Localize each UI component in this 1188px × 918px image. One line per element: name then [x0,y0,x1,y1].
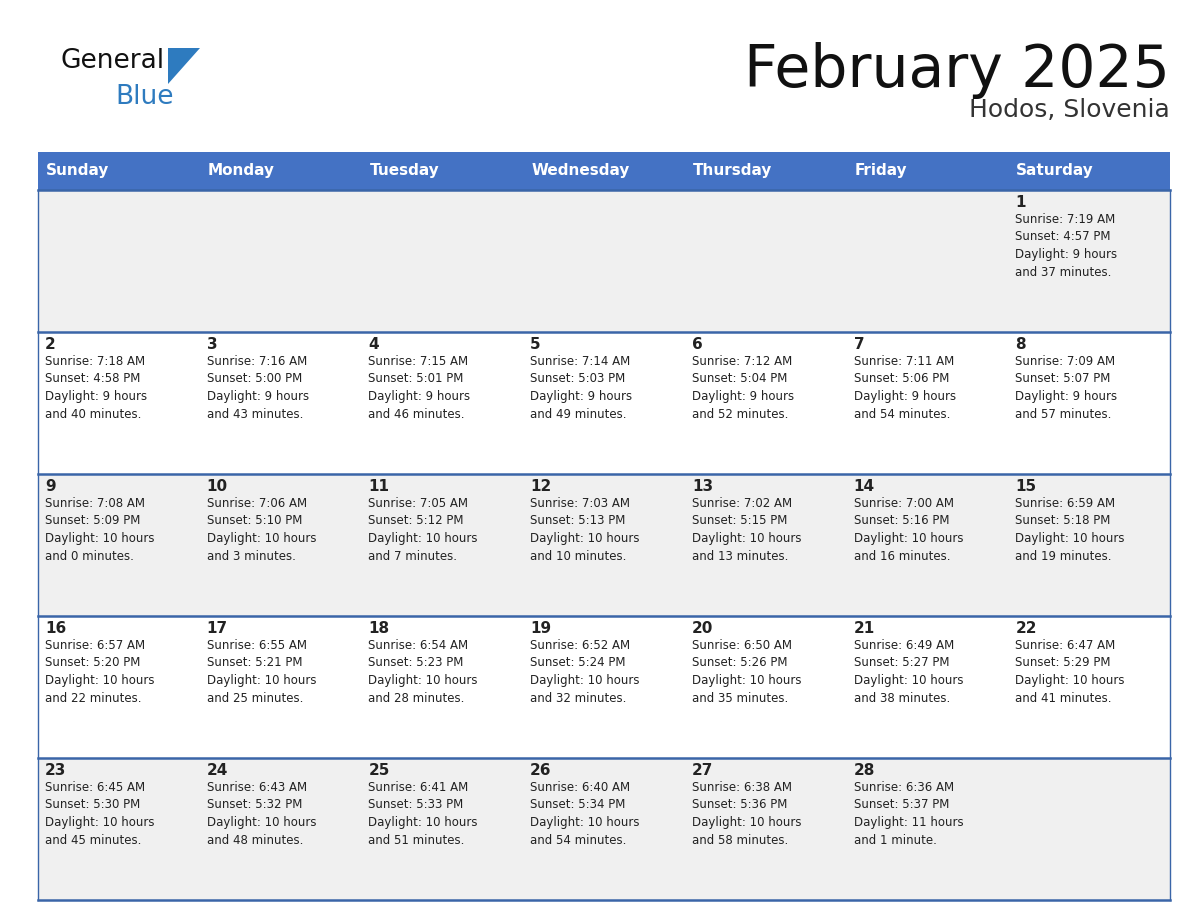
Text: 10: 10 [207,479,228,494]
Text: Tuesday: Tuesday [369,163,440,178]
Bar [38,190,1170,332]
Text: Sunrise: 6:38 AM
Sunset: 5:36 PM
Daylight: 10 hours
and 58 minutes.: Sunrise: 6:38 AM Sunset: 5:36 PM Dayligh… [691,781,802,846]
Text: Sunrise: 7:03 AM
Sunset: 5:13 PM
Daylight: 10 hours
and 10 minutes.: Sunrise: 7:03 AM Sunset: 5:13 PM Dayligh… [530,497,639,563]
Text: 19: 19 [530,621,551,636]
Text: Saturday: Saturday [1016,163,1094,178]
Text: 4: 4 [368,337,379,352]
Text: 11: 11 [368,479,390,494]
Text: Sunrise: 6:40 AM
Sunset: 5:34 PM
Daylight: 10 hours
and 54 minutes.: Sunrise: 6:40 AM Sunset: 5:34 PM Dayligh… [530,781,639,846]
Text: 21: 21 [853,621,874,636]
Text: Wednesday: Wednesday [531,163,630,178]
Text: Sunrise: 6:47 AM
Sunset: 5:29 PM
Daylight: 10 hours
and 41 minutes.: Sunrise: 6:47 AM Sunset: 5:29 PM Dayligh… [1016,639,1125,704]
Text: Sunrise: 7:09 AM
Sunset: 5:07 PM
Daylight: 9 hours
and 57 minutes.: Sunrise: 7:09 AM Sunset: 5:07 PM Dayligh… [1016,355,1118,420]
Text: 6: 6 [691,337,702,352]
Text: February 2025: February 2025 [744,42,1170,99]
Text: 1: 1 [1016,195,1025,210]
Text: Sunrise: 6:36 AM
Sunset: 5:37 PM
Daylight: 11 hours
and 1 minute.: Sunrise: 6:36 AM Sunset: 5:37 PM Dayligh… [853,781,963,846]
Text: 14: 14 [853,479,874,494]
Text: Sunrise: 7:08 AM
Sunset: 5:09 PM
Daylight: 10 hours
and 0 minutes.: Sunrise: 7:08 AM Sunset: 5:09 PM Dayligh… [45,497,154,563]
Text: Sunrise: 6:54 AM
Sunset: 5:23 PM
Daylight: 10 hours
and 28 minutes.: Sunrise: 6:54 AM Sunset: 5:23 PM Dayligh… [368,639,478,704]
Bar [38,332,1170,474]
Polygon shape [168,48,200,84]
Text: Sunrise: 7:00 AM
Sunset: 5:16 PM
Daylight: 10 hours
and 16 minutes.: Sunrise: 7:00 AM Sunset: 5:16 PM Dayligh… [853,497,963,563]
Text: 22: 22 [1016,621,1037,636]
Text: 3: 3 [207,337,217,352]
Text: Sunrise: 7:19 AM
Sunset: 4:57 PM
Daylight: 9 hours
and 37 minutes.: Sunrise: 7:19 AM Sunset: 4:57 PM Dayligh… [1016,213,1118,278]
Text: Sunrise: 6:59 AM
Sunset: 5:18 PM
Daylight: 10 hours
and 19 minutes.: Sunrise: 6:59 AM Sunset: 5:18 PM Dayligh… [1016,497,1125,563]
Text: Sunrise: 6:45 AM
Sunset: 5:30 PM
Daylight: 10 hours
and 45 minutes.: Sunrise: 6:45 AM Sunset: 5:30 PM Dayligh… [45,781,154,846]
Text: 26: 26 [530,763,551,778]
Text: 7: 7 [853,337,864,352]
Text: 5: 5 [530,337,541,352]
Text: Blue: Blue [115,84,173,110]
Text: 15: 15 [1016,479,1036,494]
Text: 8: 8 [1016,337,1026,352]
Text: 16: 16 [45,621,67,636]
Text: Sunrise: 6:41 AM
Sunset: 5:33 PM
Daylight: 10 hours
and 51 minutes.: Sunrise: 6:41 AM Sunset: 5:33 PM Dayligh… [368,781,478,846]
Text: 9: 9 [45,479,56,494]
Text: Sunrise: 6:52 AM
Sunset: 5:24 PM
Daylight: 10 hours
and 32 minutes.: Sunrise: 6:52 AM Sunset: 5:24 PM Dayligh… [530,639,639,704]
Text: Thursday: Thursday [693,163,772,178]
Text: Sunrise: 6:57 AM
Sunset: 5:20 PM
Daylight: 10 hours
and 22 minutes.: Sunrise: 6:57 AM Sunset: 5:20 PM Dayligh… [45,639,154,704]
Bar [38,616,1170,758]
Text: 17: 17 [207,621,228,636]
Text: Hodos, Slovenia: Hodos, Slovenia [969,98,1170,122]
Text: Sunrise: 7:02 AM
Sunset: 5:15 PM
Daylight: 10 hours
and 13 minutes.: Sunrise: 7:02 AM Sunset: 5:15 PM Dayligh… [691,497,802,563]
Text: Sunrise: 7:06 AM
Sunset: 5:10 PM
Daylight: 10 hours
and 3 minutes.: Sunrise: 7:06 AM Sunset: 5:10 PM Dayligh… [207,497,316,563]
Text: 23: 23 [45,763,67,778]
Text: Sunrise: 6:43 AM
Sunset: 5:32 PM
Daylight: 10 hours
and 48 minutes.: Sunrise: 6:43 AM Sunset: 5:32 PM Dayligh… [207,781,316,846]
Text: 2: 2 [45,337,56,352]
Text: Sunrise: 7:12 AM
Sunset: 5:04 PM
Daylight: 9 hours
and 52 minutes.: Sunrise: 7:12 AM Sunset: 5:04 PM Dayligh… [691,355,794,420]
Text: Sunrise: 7:16 AM
Sunset: 5:00 PM
Daylight: 9 hours
and 43 minutes.: Sunrise: 7:16 AM Sunset: 5:00 PM Dayligh… [207,355,309,420]
Text: Sunrise: 7:11 AM
Sunset: 5:06 PM
Daylight: 9 hours
and 54 minutes.: Sunrise: 7:11 AM Sunset: 5:06 PM Dayligh… [853,355,955,420]
Bar [38,474,1170,616]
Text: Sunrise: 7:15 AM
Sunset: 5:01 PM
Daylight: 9 hours
and 46 minutes.: Sunrise: 7:15 AM Sunset: 5:01 PM Dayligh… [368,355,470,420]
Text: Sunday: Sunday [46,163,109,178]
Text: Sunrise: 7:05 AM
Sunset: 5:12 PM
Daylight: 10 hours
and 7 minutes.: Sunrise: 7:05 AM Sunset: 5:12 PM Dayligh… [368,497,478,563]
Text: Sunrise: 7:14 AM
Sunset: 5:03 PM
Daylight: 9 hours
and 49 minutes.: Sunrise: 7:14 AM Sunset: 5:03 PM Dayligh… [530,355,632,420]
Bar [38,758,1170,900]
Text: Monday: Monday [208,163,274,178]
Text: 24: 24 [207,763,228,778]
Text: Sunrise: 6:55 AM
Sunset: 5:21 PM
Daylight: 10 hours
and 25 minutes.: Sunrise: 6:55 AM Sunset: 5:21 PM Dayligh… [207,639,316,704]
Bar [38,152,1170,190]
Text: 28: 28 [853,763,874,778]
Text: Sunrise: 6:49 AM
Sunset: 5:27 PM
Daylight: 10 hours
and 38 minutes.: Sunrise: 6:49 AM Sunset: 5:27 PM Dayligh… [853,639,963,704]
Text: 27: 27 [691,763,713,778]
Text: 18: 18 [368,621,390,636]
Text: 12: 12 [530,479,551,494]
Text: 13: 13 [691,479,713,494]
Text: Friday: Friday [854,163,908,178]
Text: Sunrise: 6:50 AM
Sunset: 5:26 PM
Daylight: 10 hours
and 35 minutes.: Sunrise: 6:50 AM Sunset: 5:26 PM Dayligh… [691,639,802,704]
Text: 20: 20 [691,621,713,636]
Text: General: General [61,48,164,74]
Text: Sunrise: 7:18 AM
Sunset: 4:58 PM
Daylight: 9 hours
and 40 minutes.: Sunrise: 7:18 AM Sunset: 4:58 PM Dayligh… [45,355,147,420]
Text: 25: 25 [368,763,390,778]
